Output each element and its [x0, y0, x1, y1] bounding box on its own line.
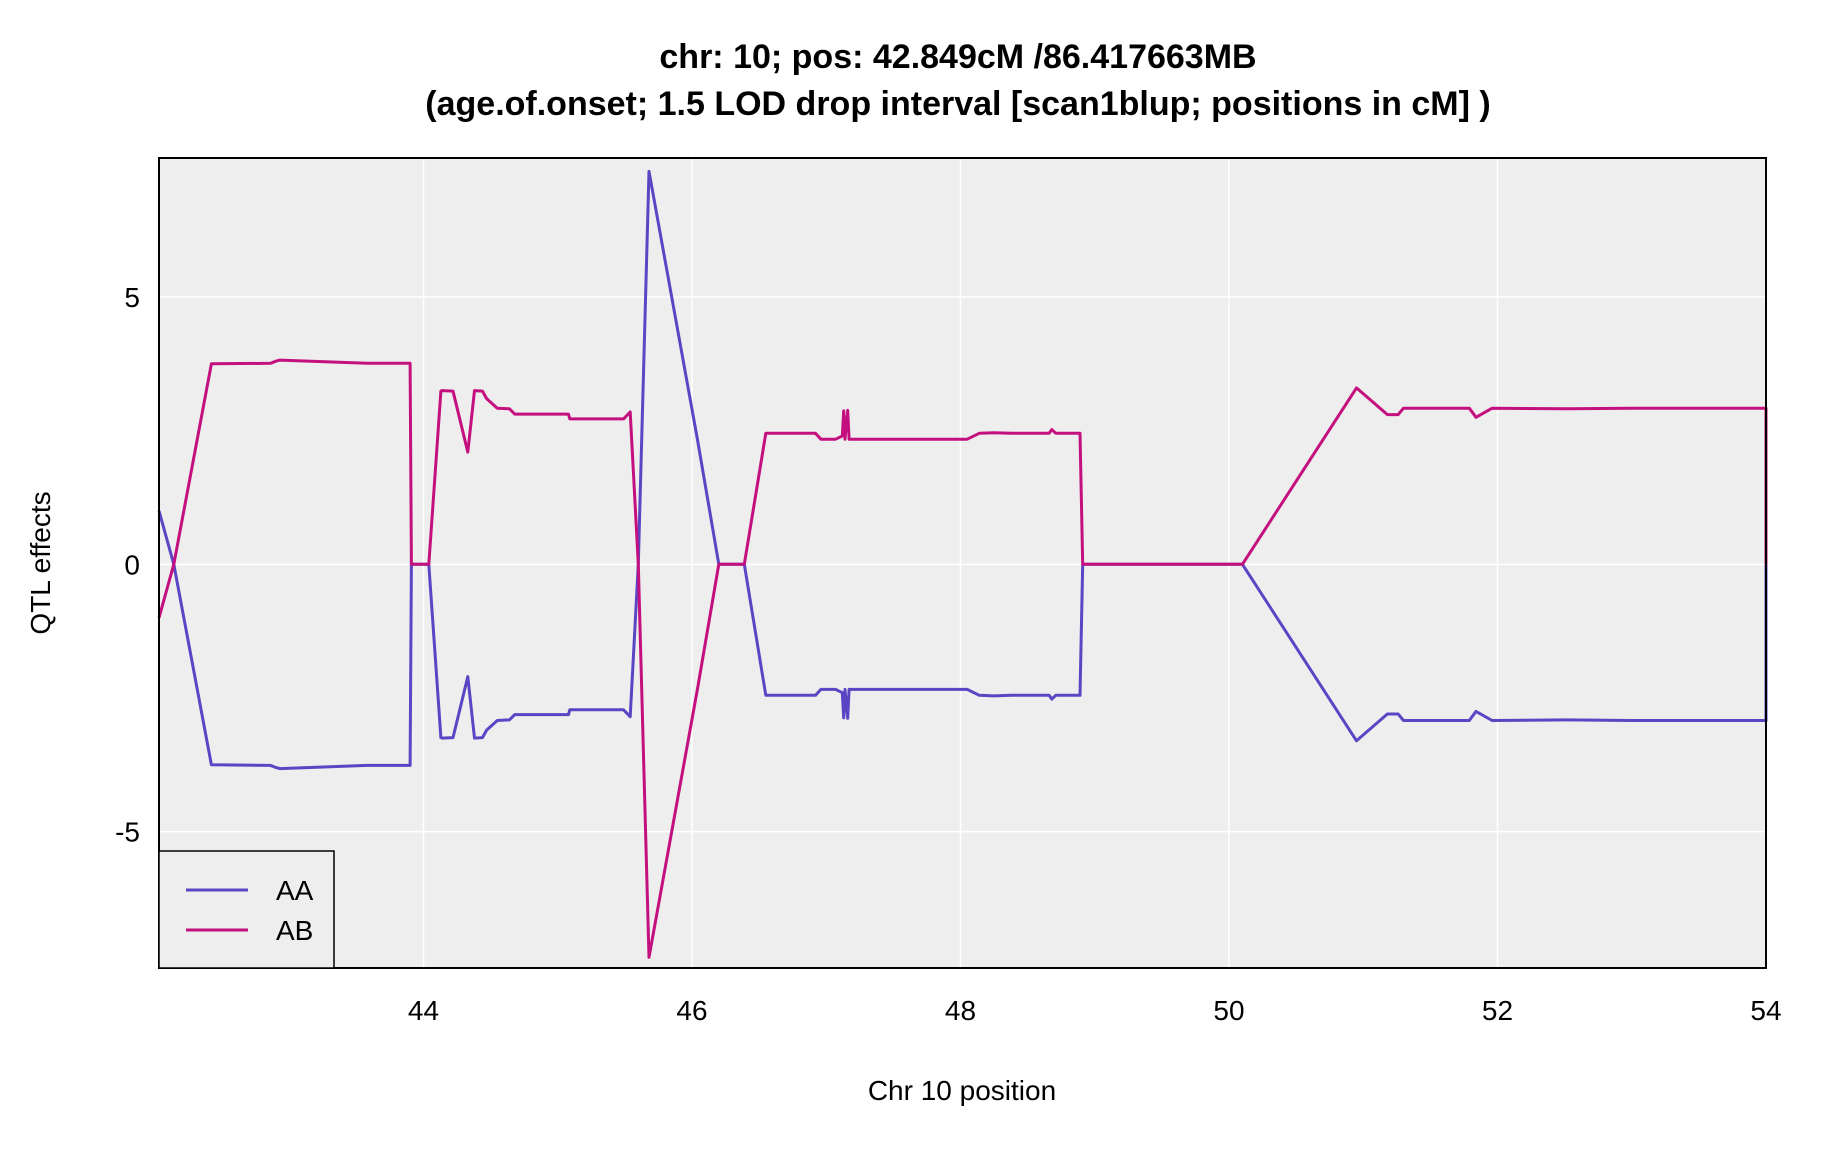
chart-title-line2: (age.of.onset; 1.5 LOD drop interval [sc…: [425, 85, 1490, 123]
axis-ticks: 44 46 48 50 52 54 -5 0 5: [115, 282, 1781, 1026]
plot-panel: [159, 158, 1766, 968]
legend-box: [158, 850, 335, 969]
y-tick-label: -5: [115, 817, 140, 848]
y-tick-label: 5: [124, 282, 140, 313]
series-line-aa: [157, 169, 1768, 771]
x-axis-label: Chr 10 position: [868, 1075, 1056, 1106]
series-line-ab: [157, 358, 1768, 959]
x-tick-label: 48: [945, 995, 976, 1026]
legend-label-aa: AA: [276, 875, 314, 906]
y-axis-label: QTL effects: [25, 491, 56, 634]
plot-border: [158, 157, 1767, 969]
x-tick-label: 52: [1482, 995, 1513, 1026]
chart-title-line1: chr: 10; pos: 42.849cM /86.417663MB: [659, 38, 1256, 76]
x-tick-label: 46: [676, 995, 707, 1026]
x-tick-label: 44: [408, 995, 439, 1026]
legend: AA AB: [158, 850, 335, 969]
x-tick-label: 54: [1750, 995, 1781, 1026]
legend-label-ab: AB: [276, 915, 313, 946]
y-tick-label: 0: [124, 549, 140, 580]
series-lines: [157, 169, 1768, 959]
x-tick-label: 50: [1213, 995, 1244, 1026]
